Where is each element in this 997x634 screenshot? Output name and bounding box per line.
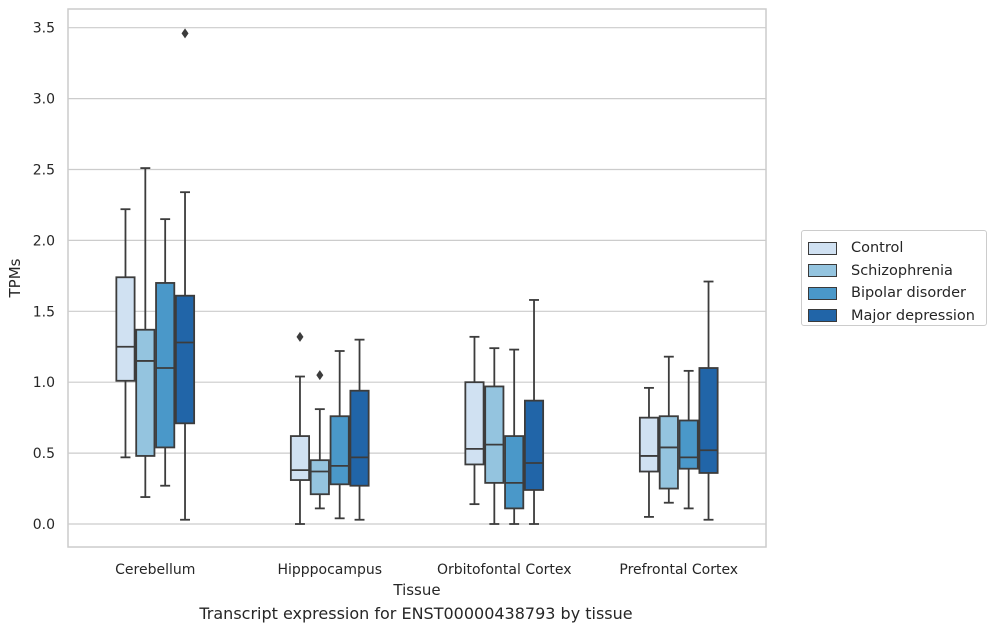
outlier-marker	[296, 331, 304, 342]
legend-swatch	[808, 241, 837, 255]
x-axis-ticks: Cerebellum Hipppocampus Orbitofontal Corte…	[115, 562, 738, 578]
x-tick-label: Cerebellum	[115, 562, 195, 578]
x-axis-label: Tissue	[392, 581, 440, 599]
box-plot	[115, 208, 136, 459]
legend-swatch	[808, 264, 837, 278]
y-tick-label: 3.5	[33, 21, 55, 37]
box-plot	[698, 280, 719, 521]
y-tick-label: 2.5	[33, 163, 55, 179]
box-iqr	[349, 389, 370, 487]
box-plot	[638, 386, 660, 518]
x-tick-label: Prefrontal Cortex	[619, 562, 738, 578]
box-iqr	[155, 282, 176, 449]
box-iqr	[115, 276, 136, 382]
box-iqr	[289, 435, 311, 481]
x-tick-label: Orbitofontal Cortex	[437, 562, 572, 578]
y-tick-label: 1.0	[33, 375, 55, 391]
box-iqr	[484, 385, 505, 484]
box-iqr	[174, 294, 196, 425]
y-tick-label: 0.5	[33, 446, 55, 462]
box-plot	[155, 218, 176, 487]
box-iqr	[678, 419, 699, 470]
box-plot	[135, 167, 156, 498]
box-iqr	[658, 415, 679, 490]
box-plot	[678, 369, 699, 510]
box-plot	[484, 347, 505, 525]
box-plot	[309, 370, 330, 510]
box-plot	[504, 348, 525, 525]
y-tick-label: 3.0	[33, 92, 55, 108]
legend: Control Schizophrenia Bipolar disorder Majo…	[801, 230, 987, 326]
legend-swatch	[808, 309, 837, 323]
legend-label: Schizophrenia	[851, 262, 953, 279]
y-tick-label: 0.0	[33, 517, 55, 533]
box-iqr	[638, 416, 660, 473]
box-iqr	[698, 367, 719, 474]
legend-label: Control	[851, 240, 904, 257]
x-tick-label: Hipppocampus	[277, 562, 382, 578]
legend-item: Control	[808, 237, 980, 260]
box-plot	[329, 350, 350, 520]
box-iqr	[504, 435, 525, 510]
box-iqr	[309, 459, 330, 496]
box-plot	[174, 28, 196, 521]
box-plot	[289, 331, 311, 525]
legend-label: Major depression	[851, 307, 975, 324]
box-plots	[115, 28, 719, 525]
y-axis-label: TPMs	[6, 258, 24, 298]
box-plot	[349, 338, 370, 521]
y-tick-label: 1.5	[33, 304, 55, 320]
legend-item: Major depression	[808, 305, 980, 328]
box-iqr	[464, 381, 485, 466]
box-iqr	[523, 399, 545, 491]
chart-caption: Transcript expression for ENST0000043879…	[199, 604, 633, 623]
box-iqr	[135, 328, 156, 457]
y-axis-ticks: 0.0 0.5 1.0 1.5 2.0 2.5 3.0 3.5	[33, 21, 55, 533]
box-iqr	[329, 415, 350, 486]
legend-label: Bipolar disorder	[851, 285, 966, 302]
legend-item: Bipolar disorder	[808, 282, 980, 305]
legend-swatch	[808, 286, 837, 300]
y-tick-label: 2.0	[33, 233, 55, 249]
box-plot	[658, 355, 679, 504]
outlier-marker	[181, 28, 189, 39]
legend-item: Schizophrenia	[808, 260, 980, 283]
outlier-marker	[316, 370, 324, 381]
box-plot	[464, 335, 485, 506]
box-plot	[523, 299, 545, 525]
plot-frame	[67, 8, 767, 548]
